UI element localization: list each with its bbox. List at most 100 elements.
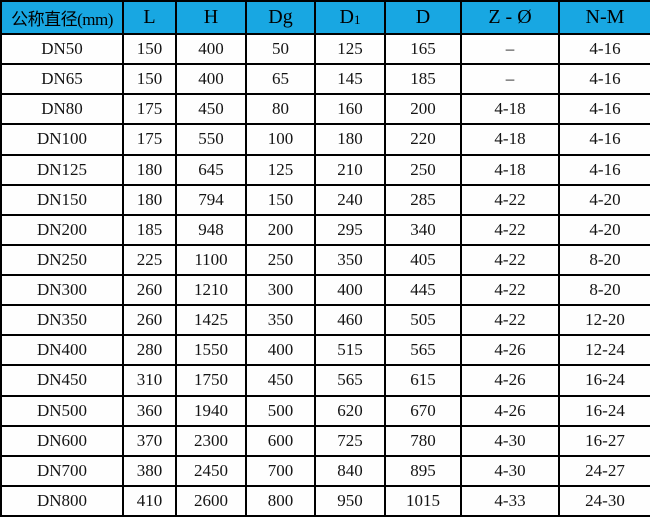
table-row: DN125 180 645 125 210 250 4-18 4-16 [0,153,650,186]
row-label: DN50 [0,32,124,66]
table-cell: 150 [122,32,177,66]
table-cell: 12-20 [558,304,650,337]
table-cell: 310 [122,364,177,397]
table-cell: 4-30 [460,454,560,487]
table-cell: 400 [314,273,386,307]
table-cell: 250 [245,243,316,277]
row-label: DN800 [0,484,124,517]
table-cell: 165 [384,32,462,66]
table-cell: 4-16 [558,93,650,126]
table-cell: 1210 [175,273,247,307]
table-cell: 620 [314,394,386,427]
table-cell: 180 [314,123,386,156]
table-cell: 565 [314,364,386,397]
table-cell: 670 [384,394,462,427]
table-cell: 400 [175,32,247,66]
table-cell: 4-26 [460,334,560,367]
table-cell: 500 [245,394,316,427]
table-row: DN300 260 1210 300 400 445 4-22 8-20 [0,273,650,307]
table-cell: 505 [384,304,462,337]
table-cell: 4-16 [558,123,650,156]
table-cell: 185 [384,63,462,96]
table-row: DN450 310 1750 450 565 615 4-26 16-24 [0,364,650,397]
table-cell: – [460,32,560,66]
table-cell: 50 [245,32,316,66]
table-row: DN250 225 1100 250 350 405 4-22 8-20 [0,243,650,277]
row-label: DN65 [0,63,124,96]
row-label: DN600 [0,424,124,457]
table-cell: 8-20 [558,273,650,307]
table-cell: 24-27 [558,454,650,487]
table-cell: 200 [245,213,316,246]
table-cell: 700 [245,454,316,487]
table-cell: 1100 [175,243,247,277]
table-cell: 4-22 [460,304,560,337]
table-cell: 4-33 [460,484,560,517]
table-cell: 260 [122,273,177,307]
table-cell: 405 [384,243,462,277]
table-cell: 565 [384,334,462,367]
table-row: DN100 175 550 100 180 220 4-18 4-16 [0,123,650,156]
table-cell: 725 [314,424,386,457]
table-cell: 4-18 [460,153,560,186]
table-cell: 185 [122,213,177,246]
table-cell: 950 [314,484,386,517]
table-cell: 1425 [175,304,247,337]
row-label: DN200 [0,213,124,246]
table-row: DN150 180 794 150 240 285 4-22 4-20 [0,183,650,216]
table-cell: 380 [122,454,177,487]
table-cell: 125 [314,32,386,66]
table-cell: 450 [175,93,247,126]
table-cell: 800 [245,484,316,517]
table-cell: 4-20 [558,183,650,216]
table-row: DN50 150 400 50 125 165–4-16 [0,32,650,66]
column-header: H [175,0,247,35]
table-cell: 180 [122,183,177,216]
table-row: DN800 410 2600 800 950 1015 4-33 24-30 [0,484,650,517]
table-cell: 4-26 [460,364,560,397]
table-cell: 4-30 [460,424,560,457]
table-cell: 370 [122,424,177,457]
table-cell: 1550 [175,334,247,367]
table-cell: 360 [122,394,177,427]
table-row: DN500 360 1940 500 620 670 4-26 16-24 [0,394,650,427]
table-cell: 65 [245,63,316,96]
table-cell: 250 [384,153,462,186]
table-cell: 615 [384,364,462,397]
row-label: DN250 [0,243,124,277]
table-cell: 280 [122,334,177,367]
table-cell: 8-20 [558,243,650,277]
table-cell: 645 [175,153,247,186]
table-cell: 16-24 [558,364,650,397]
table-cell: 840 [314,454,386,487]
table-cell: 600 [245,424,316,457]
table-cell: 400 [175,63,247,96]
table-cell: 4-18 [460,93,560,126]
table-cell: 12-24 [558,334,650,367]
column-header: D1 [314,0,386,35]
column-header: Dg [245,0,316,35]
table-cell: – [460,63,560,96]
table-cell: 410 [122,484,177,517]
table-row: DN600 370 2300 600 725 780 4-30 16-27 [0,424,650,457]
table-cell: 2300 [175,424,247,457]
table-row: DN350 260 1425 350 460 505 4-22 12-20 [0,304,650,337]
row-label: DN300 [0,273,124,307]
table-cell: 150 [245,183,316,216]
table-cell: 895 [384,454,462,487]
table-cell: 160 [314,93,386,126]
row-label: DN400 [0,334,124,367]
table-cell: 4-20 [558,213,650,246]
table-cell: 2600 [175,484,247,517]
table-cell: 1750 [175,364,247,397]
table-cell: 260 [122,304,177,337]
row-label: DN100 [0,123,124,156]
row-label: DN125 [0,153,124,186]
table-row: DN200 185 948 200 295 340 4-22 4-20 [0,213,650,246]
table-cell: 4-16 [558,32,650,66]
table-cell: 200 [384,93,462,126]
table-cell: 4-16 [558,153,650,186]
row-label: DN500 [0,394,124,427]
table-cell: 4-22 [460,183,560,216]
